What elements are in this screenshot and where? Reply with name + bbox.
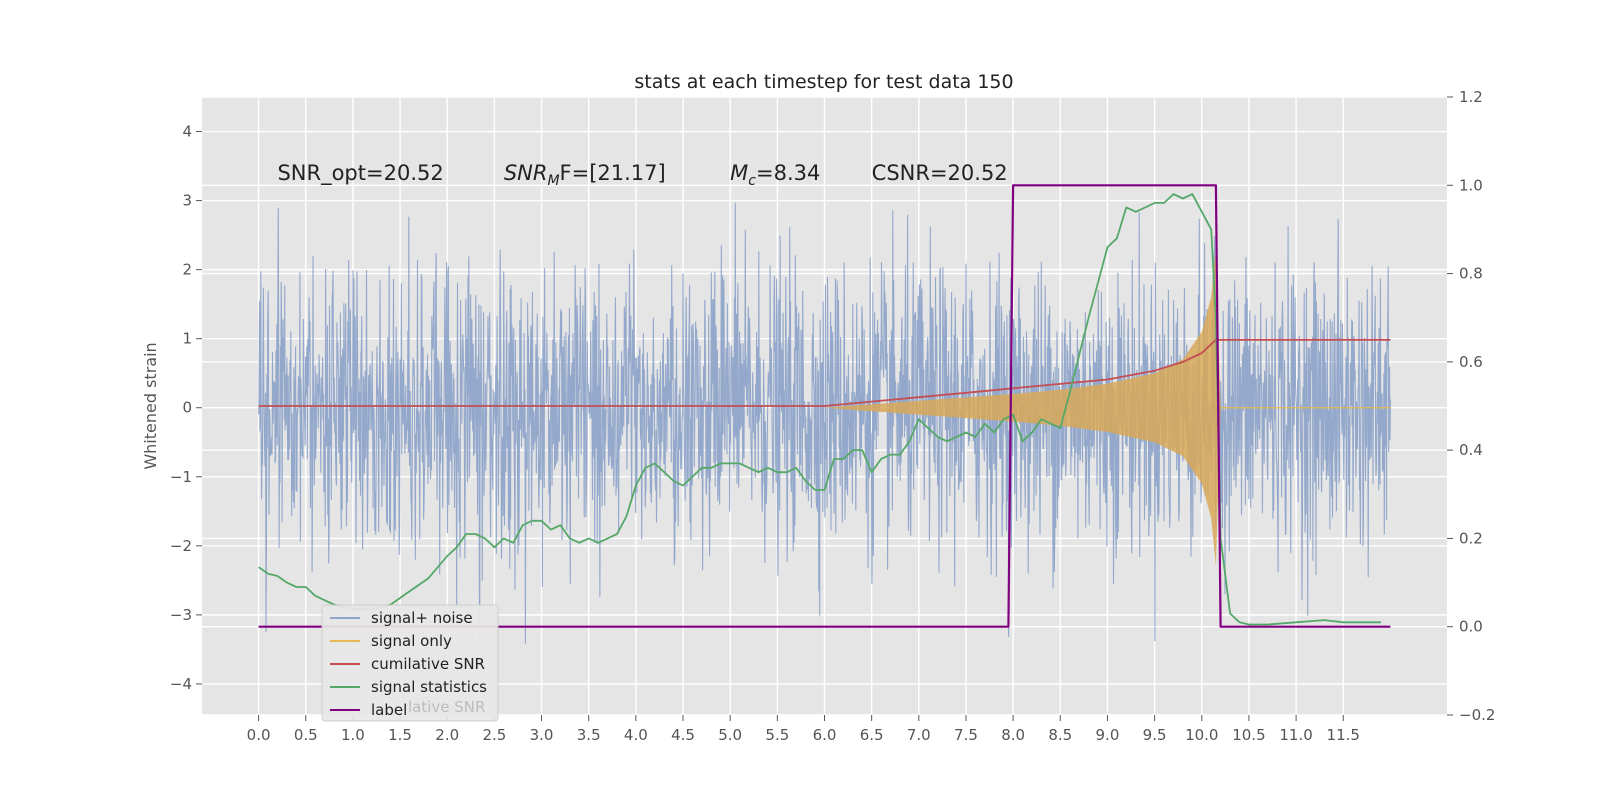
legend-label-3: signal statistics [371, 678, 487, 696]
y-tick-label: 0 [182, 399, 192, 417]
axes: 0.0 0.5 1.0 1.5 2.0 2.5 3.0 3.5 4.0 4.5 5.0 5.5 6.0 6… [170, 88, 1496, 744]
y-tick-label: 1 [182, 330, 192, 348]
y-tick-label: 3 [182, 192, 192, 210]
x-tick-label: 5.0 [718, 726, 742, 744]
x-tick-label: 5.5 [765, 726, 789, 744]
y2-tick-label: 0.2 [1459, 529, 1483, 547]
y2-tick-label: 1.0 [1459, 176, 1483, 194]
x-tick-label: 8.0 [1001, 726, 1025, 744]
annotation-3: CSNR=20.52 [872, 161, 1008, 185]
x-tick-label: 10.5 [1232, 726, 1265, 744]
annotation-2: Mc=8.34 [730, 161, 820, 189]
y2-tick-label: 0.0 [1459, 618, 1483, 636]
x-tick-label: 2.5 [482, 726, 506, 744]
x-tick-label: 4.0 [624, 726, 648, 744]
x-tick-label: 9.5 [1143, 726, 1167, 744]
legend-box [321, 604, 499, 722]
x-tick-label: 9.0 [1096, 726, 1120, 744]
x-tick-label: 2.0 [435, 726, 459, 744]
legend: lative SNR signal+ noise signal only cumila… [321, 604, 499, 722]
y2-tick-label: −0.2 [1459, 706, 1495, 724]
legend-label-2: cumilative SNR [371, 655, 485, 673]
y2-tick-label: 0.6 [1459, 353, 1483, 371]
y-tick-label: 4 [182, 123, 192, 141]
x-tick-label: 11.0 [1279, 726, 1312, 744]
annotation-1: SNRMF=[21.17] [504, 161, 666, 189]
y-axis-label: Whitened strain [141, 342, 160, 469]
chart-title: stats at each timestep for test data 150 [634, 71, 1013, 93]
y-tick-label: −2 [170, 537, 192, 555]
x-tick-label: 3.0 [530, 726, 554, 744]
y2-tick-label: 1.2 [1459, 88, 1483, 106]
x-tick-label: 7.0 [907, 726, 931, 744]
y-tick-label: −4 [170, 675, 192, 693]
x-tick-label: 1.0 [341, 726, 365, 744]
y-tick-label: −1 [170, 468, 192, 486]
x-tick-label: 6.0 [813, 726, 837, 744]
series-layer [258, 184, 1391, 644]
x-tick-label: 0.0 [247, 726, 271, 744]
x-tick-label: 7.5 [954, 726, 978, 744]
series-signal-statistics [258, 193, 1381, 626]
x-tick-label: 8.5 [1048, 726, 1072, 744]
x-tick-label: 11.5 [1327, 726, 1360, 744]
x-tick-label: 3.5 [577, 726, 601, 744]
y2-tick-label: 0.8 [1459, 265, 1483, 283]
legend-label-4: label [371, 701, 407, 719]
series-cumilative-snr [258, 338, 1391, 407]
y2-tick-label: 0.4 [1459, 441, 1483, 459]
annotations: SNR_opt=20.52 SNRMF=[21.17] Mc=8.34 CSNR=20… [277, 161, 1007, 189]
y-tick-label: 2 [182, 261, 192, 279]
x-tick-label: 0.5 [294, 726, 318, 744]
legend-label-0: signal+ noise [371, 609, 473, 627]
y-tick-label: −3 [170, 606, 192, 624]
x-tick-label: 10.0 [1185, 726, 1218, 744]
x-tick-label: 6.5 [860, 726, 884, 744]
x-tick-label: 4.5 [671, 726, 695, 744]
annotation-0: SNR_opt=20.52 [277, 161, 443, 186]
x-tick-label: 1.5 [388, 726, 412, 744]
series-label [258, 184, 1391, 628]
legend-ghost-text: lative SNR [408, 698, 485, 716]
series-signal-only-band [824, 248, 1221, 567]
legend-label-1: signal only [371, 632, 452, 650]
